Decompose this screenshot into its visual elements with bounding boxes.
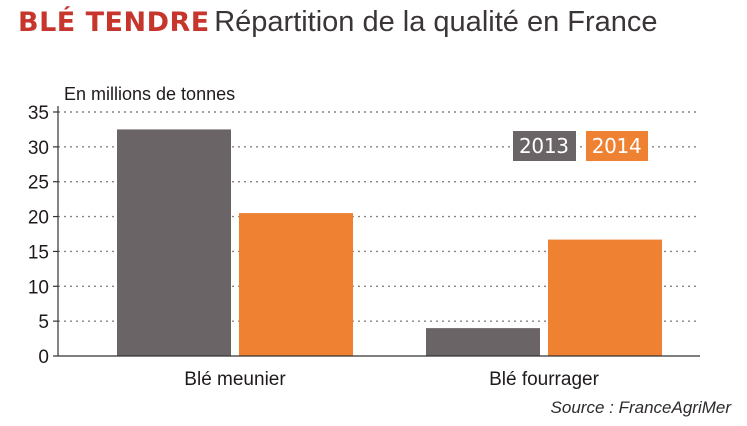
bar-2013-bl-meunier	[117, 129, 231, 356]
y-tick-label-35: 35	[28, 103, 49, 124]
legend-item-2014: 2014	[585, 131, 649, 161]
x-category-label: Blé meunier	[184, 369, 286, 390]
y-axis-label: En millions de tonnes	[64, 84, 236, 104]
y-tick-label-0: 0	[38, 347, 49, 368]
y-tick-label-5: 5	[38, 312, 49, 333]
chart-title: BLÉ TENDRE Répartition de la qualité en …	[18, 8, 658, 37]
title-highlight: BLÉ TENDRE	[18, 7, 210, 38]
legend-item-2013: 2013	[513, 131, 576, 161]
legend: 2013 2014	[513, 131, 649, 161]
bar-2014-bl-fourrager	[548, 239, 662, 356]
y-tick-label-15: 15	[28, 242, 49, 263]
bar-2013-bl-fourrager	[426, 328, 540, 356]
bar-2014-bl-meunier	[239, 213, 353, 356]
y-tick-label-25: 25	[28, 173, 49, 194]
title-text: Répartition de la qualité en France	[214, 6, 658, 38]
y-tick-label-30: 30	[28, 138, 49, 159]
source-note: Source : FranceAgriMer	[550, 398, 731, 417]
y-tick-label-10: 10	[28, 277, 49, 298]
x-category-label: Blé fourrager	[489, 369, 600, 390]
y-tick-label-20: 20	[28, 208, 49, 229]
